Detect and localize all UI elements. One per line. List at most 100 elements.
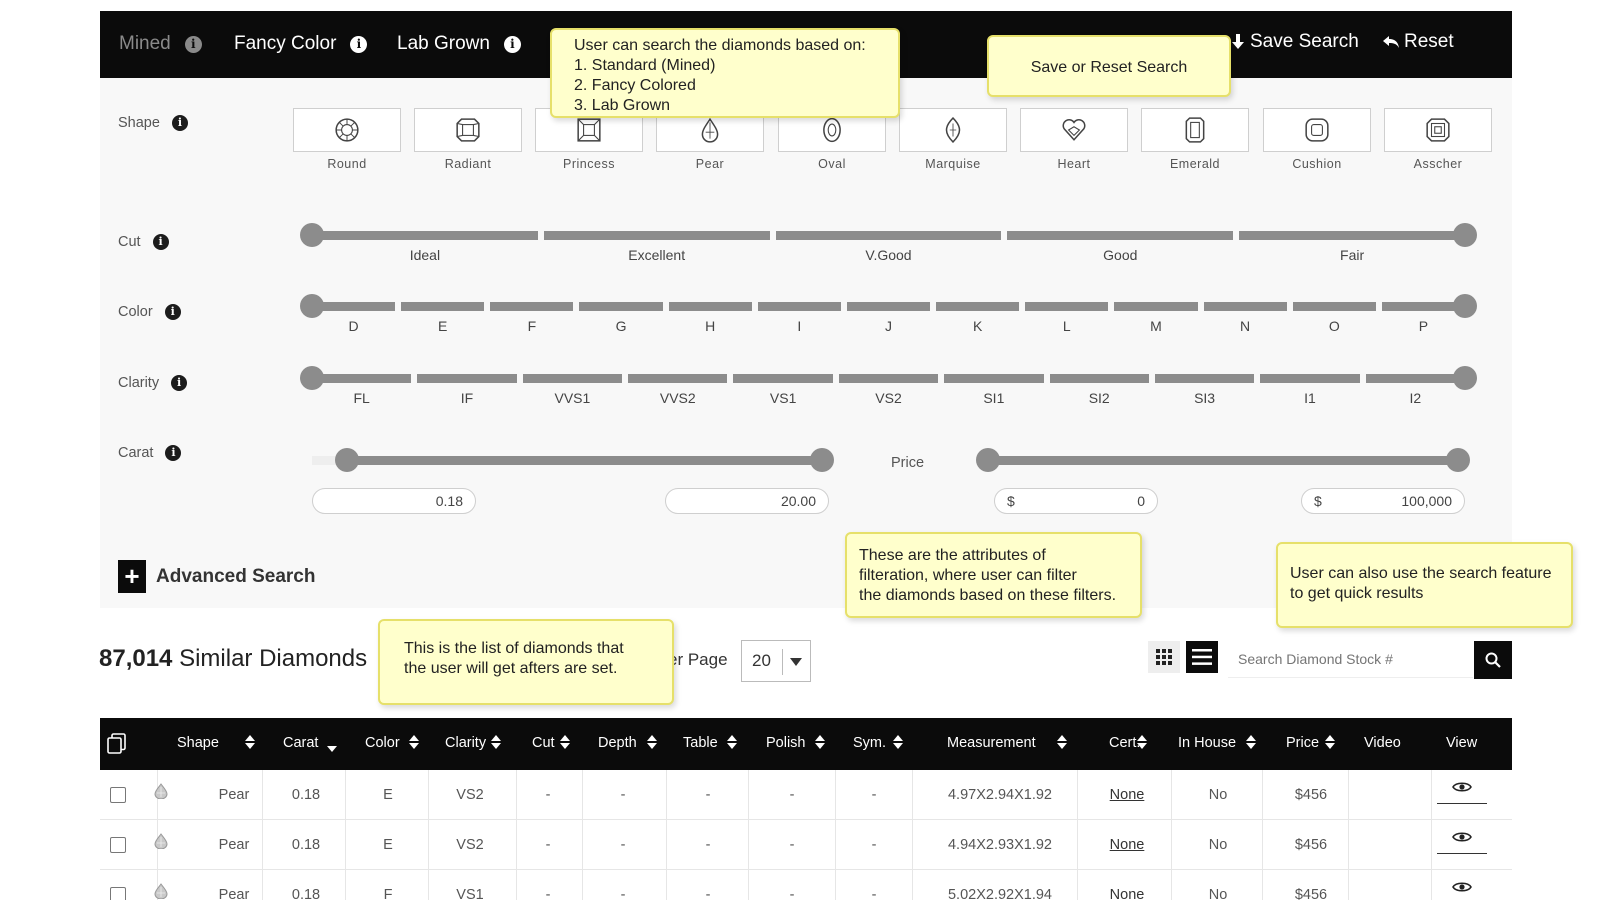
column-header-sym[interactable]: Sym. bbox=[853, 735, 887, 751]
color-segment[interactable] bbox=[1025, 302, 1109, 311]
color-segment[interactable] bbox=[579, 302, 663, 311]
view-button[interactable] bbox=[1437, 820, 1487, 854]
clarity-segment[interactable] bbox=[838, 374, 939, 383]
shape-option-emerald[interactable] bbox=[1141, 108, 1249, 152]
sort-icon[interactable] bbox=[815, 734, 825, 750]
carat-max-input[interactable]: 20.00 bbox=[665, 488, 829, 514]
clarity-segment[interactable] bbox=[417, 374, 517, 383]
column-header-video[interactable]: Video bbox=[1364, 735, 1401, 751]
clarity-segment[interactable] bbox=[733, 374, 833, 383]
cut-segment[interactable] bbox=[1007, 231, 1234, 240]
row-checkbox[interactable] bbox=[110, 887, 126, 900]
save-search-button[interactable]: Save Search bbox=[1230, 31, 1359, 53]
clarity-segment[interactable] bbox=[944, 374, 1044, 383]
info-icon[interactable]: i bbox=[350, 35, 368, 53]
color-segment[interactable] bbox=[1381, 302, 1465, 311]
cert-link[interactable]: None bbox=[1109, 787, 1145, 803]
column-header-table[interactable]: Table bbox=[683, 735, 718, 751]
cut-segment[interactable] bbox=[543, 231, 770, 240]
color-segment[interactable] bbox=[1203, 302, 1287, 311]
cut-min-handle[interactable] bbox=[300, 223, 324, 247]
stock-search-input[interactable] bbox=[1228, 641, 1473, 678]
sort-desc-icon[interactable] bbox=[327, 746, 337, 752]
clarity-segment[interactable] bbox=[1154, 374, 1255, 383]
price-max-handle[interactable] bbox=[1446, 448, 1470, 472]
color-segment[interactable] bbox=[936, 302, 1020, 311]
sort-icon[interactable] bbox=[893, 734, 903, 750]
column-header-cut[interactable]: Cut bbox=[532, 735, 555, 751]
diamond-thumbnail[interactable] bbox=[154, 833, 168, 850]
clarity-segment[interactable] bbox=[628, 374, 728, 383]
info-icon[interactable]: i bbox=[165, 445, 182, 461]
price-min-handle[interactable] bbox=[976, 448, 1000, 472]
view-button[interactable] bbox=[1437, 870, 1487, 900]
price-track[interactable] bbox=[985, 456, 1459, 465]
sort-icon[interactable] bbox=[245, 734, 255, 750]
grid-view-button[interactable] bbox=[1148, 641, 1180, 673]
cut-segment[interactable] bbox=[312, 231, 538, 240]
info-icon[interactable]: i bbox=[164, 304, 181, 320]
clarity-segment[interactable] bbox=[1365, 374, 1465, 383]
row-checkbox[interactable] bbox=[110, 837, 126, 853]
carat-track[interactable] bbox=[347, 456, 822, 465]
clarity-segment[interactable] bbox=[522, 374, 623, 383]
sort-icon[interactable] bbox=[727, 734, 737, 750]
sort-icon[interactable] bbox=[409, 734, 419, 750]
clarity-segment[interactable] bbox=[1049, 374, 1149, 383]
column-header-cert[interactable]: Cert. bbox=[1109, 735, 1141, 751]
cert-link[interactable]: None bbox=[1109, 837, 1145, 853]
color-min-handle[interactable] bbox=[300, 294, 324, 318]
carat-min-handle[interactable] bbox=[335, 448, 359, 472]
sort-icon[interactable] bbox=[1057, 734, 1067, 750]
cut-segment[interactable] bbox=[775, 231, 1002, 240]
shape-option-radiant[interactable] bbox=[414, 108, 522, 152]
column-header-price[interactable]: Price bbox=[1286, 735, 1320, 751]
table-row[interactable]: Pear 0.18 E VS2 - - - - - 4.94X2.93X1.92 None No $45… bbox=[100, 820, 1512, 870]
color-segment[interactable] bbox=[1292, 302, 1376, 311]
shape-option-cushion[interactable] bbox=[1263, 108, 1371, 152]
carat-min-input[interactable]: 0.18 bbox=[312, 488, 476, 514]
column-header-color[interactable]: Color bbox=[365, 735, 400, 751]
clarity-min-handle[interactable] bbox=[300, 366, 324, 390]
color-segment[interactable] bbox=[312, 302, 396, 311]
cert-link[interactable]: None bbox=[1109, 887, 1145, 900]
shape-option-round[interactable] bbox=[293, 108, 401, 152]
tab-fancy-color[interactable]: Fancy Color i bbox=[234, 33, 368, 55]
color-segment[interactable] bbox=[668, 302, 752, 311]
column-header-clarity[interactable]: Clarity bbox=[445, 735, 487, 751]
tab-lab-grown[interactable]: Lab Grown i bbox=[397, 33, 521, 55]
shape-option-heart[interactable] bbox=[1020, 108, 1128, 152]
column-header-carat[interactable]: Carat bbox=[283, 735, 319, 751]
carat-max-handle[interactable] bbox=[810, 448, 834, 472]
cut-segment[interactable] bbox=[1239, 231, 1465, 240]
cut-max-handle[interactable] bbox=[1453, 223, 1477, 247]
price-max-input[interactable]: $ 100,000 bbox=[1301, 488, 1465, 514]
shape-option-asscher[interactable] bbox=[1384, 108, 1492, 152]
view-button[interactable] bbox=[1437, 770, 1487, 804]
search-button[interactable] bbox=[1474, 641, 1512, 679]
column-header-shape[interactable]: Shape bbox=[177, 735, 219, 751]
sort-icon[interactable] bbox=[647, 734, 657, 750]
tab-mined[interactable]: Mined i bbox=[119, 33, 202, 55]
price-min-input[interactable]: $ 0 bbox=[994, 488, 1158, 514]
clarity-segment[interactable] bbox=[312, 374, 412, 383]
plus-icon[interactable]: + bbox=[118, 560, 146, 593]
reset-button[interactable]: Reset bbox=[1382, 31, 1454, 53]
sort-icon[interactable] bbox=[491, 734, 501, 750]
sort-icon[interactable] bbox=[1137, 734, 1147, 750]
info-icon[interactable]: i bbox=[152, 234, 169, 250]
row-checkbox[interactable] bbox=[110, 787, 126, 803]
column-header-in-house[interactable]: In House bbox=[1178, 735, 1237, 751]
clarity-max-handle[interactable] bbox=[1453, 366, 1477, 390]
table-row[interactable]: Pear 0.18 F VS1 - - - - - 5.02X2.92X1.94 None No $45… bbox=[100, 870, 1512, 900]
info-icon[interactable]: i bbox=[184, 35, 202, 53]
color-segment[interactable] bbox=[1114, 302, 1198, 311]
clarity-segment[interactable] bbox=[1260, 374, 1360, 383]
color-segment[interactable] bbox=[490, 302, 574, 311]
column-header-depth[interactable]: Depth bbox=[598, 735, 637, 751]
info-icon[interactable]: i bbox=[171, 375, 188, 391]
color-max-handle[interactable] bbox=[1453, 294, 1477, 318]
color-segment[interactable] bbox=[846, 302, 931, 311]
diamond-thumbnail[interactable] bbox=[154, 783, 168, 800]
table-row[interactable]: Pear 0.18 E VS2 - - - - - 4.97X2.94X1.92 None No $45… bbox=[100, 770, 1512, 820]
